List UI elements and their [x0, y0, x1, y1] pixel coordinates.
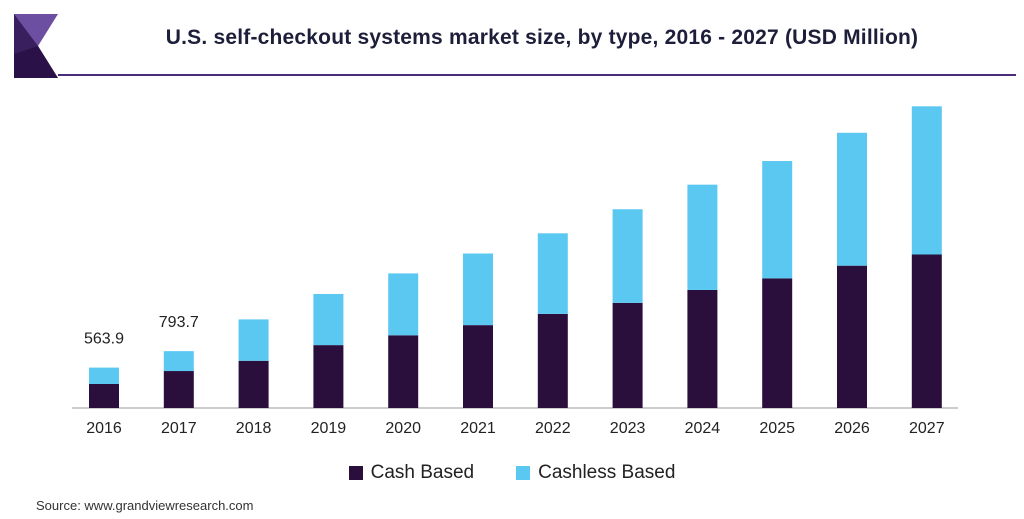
data-label-2017: 793.7 — [159, 314, 199, 331]
bar-cash-2026 — [837, 265, 867, 408]
x-tick-label-2020: 2020 — [385, 420, 421, 437]
title-divider — [58, 74, 1016, 76]
x-tick-label-2018: 2018 — [236, 420, 272, 437]
bar-cash-2018 — [238, 360, 269, 408]
legend-swatch-cash — [348, 466, 363, 480]
bar-cashless-2027 — [911, 106, 942, 255]
bar-cash-2019 — [313, 345, 344, 408]
bar-cash-2023 — [612, 302, 643, 408]
legend-label-cash: Cash Based — [370, 462, 475, 483]
x-tick-label-2025: 2025 — [759, 420, 795, 437]
x-tick-label-2027: 2027 — [909, 420, 945, 437]
data-label-2016: 563.9 — [84, 331, 124, 348]
chart-legend: Cash Based Cashless Based — [0, 462, 1024, 484]
bar-cash-2020 — [388, 335, 419, 408]
bar-cashless-2020 — [388, 273, 419, 336]
bar-cashless-2017 — [163, 351, 194, 372]
legend-swatch-cashless — [516, 466, 531, 480]
x-tick-label-2023: 2023 — [610, 420, 646, 437]
brand-logo — [14, 14, 58, 78]
legend-item-cashless: Cashless Based — [516, 462, 675, 484]
bar-cash-2027 — [911, 254, 942, 408]
bar-cashless-2021 — [463, 253, 493, 326]
x-tick-label-2022: 2022 — [535, 420, 571, 437]
x-tick-label-2021: 2021 — [460, 420, 496, 437]
legend-label-cashless: Cashless Based — [538, 462, 676, 483]
bar-cashless-2024 — [687, 184, 718, 290]
x-tick-label-2026: 2026 — [834, 420, 870, 437]
bar-cashless-2025 — [762, 161, 793, 279]
bar-cash-2017 — [163, 371, 194, 408]
bar-cash-2025 — [762, 278, 793, 408]
source-note: Source: www.grandviewresearch.com — [36, 498, 254, 513]
bar-cash-2016 — [89, 384, 119, 408]
bar-cash-2022 — [537, 313, 568, 408]
x-tick-label-2019: 2019 — [311, 420, 347, 437]
bar-cashless-2019 — [313, 293, 344, 346]
x-tick-label-2016: 2016 — [86, 420, 122, 437]
x-tick-label-2024: 2024 — [685, 420, 721, 437]
legend-item-cash: Cash Based — [348, 462, 475, 484]
bar-cashless-2018 — [238, 319, 269, 361]
bar-cash-2024 — [687, 289, 718, 408]
bar-cashless-2026 — [837, 132, 867, 266]
bar-cashless-2023 — [612, 209, 643, 303]
bar-cash-2021 — [463, 325, 493, 408]
bar-cashless-2016 — [89, 367, 119, 385]
x-tick-label-2017: 2017 — [161, 420, 197, 437]
bar-cashless-2022 — [537, 233, 568, 314]
chart-title: U.S. self-checkout systems market size, … — [165, 26, 919, 49]
